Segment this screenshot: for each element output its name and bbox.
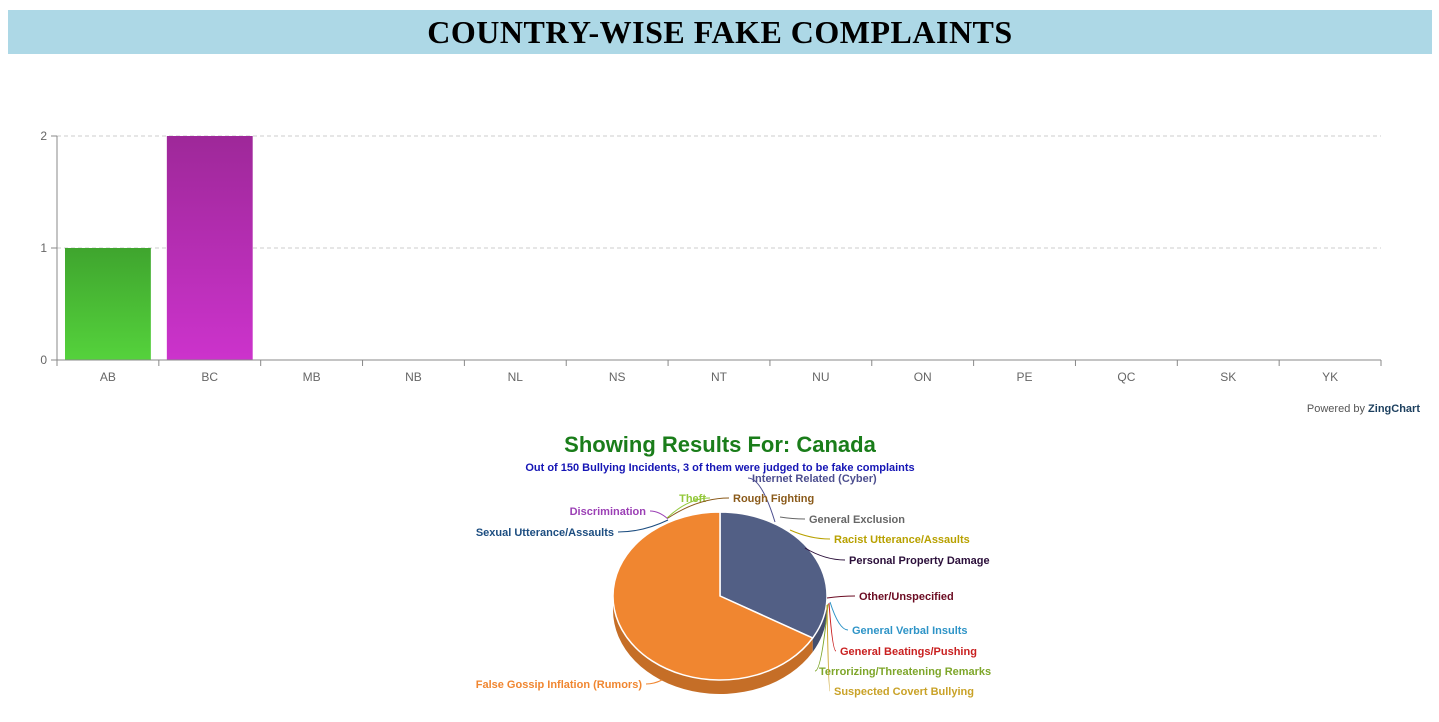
x-tick-label: NS (609, 370, 626, 384)
pie-label-general-verbal-insults: General Verbal Insults (852, 625, 968, 637)
pie-label-false-gossip-inflation-rumors: False Gossip Inflation (Rumors) (476, 679, 643, 691)
x-tick-label: QC (1117, 370, 1135, 384)
x-tick-label: NL (508, 370, 524, 384)
pie-connector (828, 602, 837, 652)
pie-connector (649, 510, 669, 520)
x-tick-label: SK (1220, 370, 1236, 384)
pie-label-personal-property-damage: Personal Property Damage (849, 555, 990, 567)
pie-connector (826, 595, 856, 599)
pie-label-other-unspecified: Other/Unspecified (859, 591, 954, 603)
x-tick-label: BC (201, 370, 218, 384)
credit-brand[interactable]: ZingChart (1368, 403, 1420, 415)
pie-side (812, 596, 827, 652)
pie-connector (667, 497, 730, 519)
y-tick-label: 0 (40, 353, 47, 367)
pie-label-terrorizing-threatening-remarks: Terrorizing/Threatening Remarks (819, 666, 991, 678)
credit-prefix: Powered by (1306, 403, 1365, 415)
pie-label-sexual-utterance-assaults: Sexual Utterance/Assaults (476, 527, 614, 539)
x-tick-label: ON (914, 370, 932, 384)
pie-label-general-beatings-pushing: General Beatings/Pushing (840, 646, 977, 658)
pie-connector (826, 604, 831, 692)
bar-chart: 0 1 2 AB BC MB NB NL NS NT NU ON PE QC SK YK (40, 129, 1382, 384)
x-tick-label: MB (303, 370, 321, 384)
pie-slice-personal-property-damage (719, 511, 828, 639)
x-tick-label: NT (711, 370, 728, 384)
pie-connector (747, 477, 776, 523)
bar-ab (65, 248, 151, 360)
pie-label-internet-related-cyber: Internet Related (Cyber) (752, 473, 877, 485)
pie-label-general-exclusion: General Exclusion (809, 514, 905, 526)
x-tick-label: AB (100, 370, 116, 384)
pie-slice-false-gossip-inflation-rumors (612, 511, 814, 681)
page-header: COUNTRY-WISE FAKE COMPLAINTS (8, 10, 1432, 54)
powered-by-credit[interactable]: Powered by ZingChart (1307, 403, 1420, 415)
x-tick-label: NU (812, 370, 829, 384)
pie-connector (645, 679, 663, 685)
page-title: COUNTRY-WISE FAKE COMPLAINTS (427, 13, 1013, 50)
pie-chart-title: Showing Results For: Canada (564, 432, 876, 457)
pie-connector (617, 519, 669, 533)
y-tick-label: 2 (40, 129, 47, 143)
pie-connector (789, 529, 831, 540)
pie-connector (829, 601, 849, 631)
x-tick-label: YK (1322, 370, 1338, 384)
bar-bc (166, 136, 253, 360)
pie-side (613, 596, 813, 694)
pie-connector (779, 516, 806, 520)
y-tick-label: 1 (40, 241, 47, 255)
x-tick-label: PE (1017, 370, 1033, 384)
pie-connector (814, 603, 829, 672)
x-tick-label: NB (405, 370, 422, 384)
pie-connector (804, 547, 846, 561)
pie-chart-subtitle: Out of 150 Bullying Incidents, 3 of them… (525, 462, 915, 474)
pie-label-rough-fighting: Rough Fighting (733, 493, 814, 505)
pie-label-suspected-covert-bullying: Suspected Covert Bullying (834, 686, 974, 698)
pie-connector (666, 497, 711, 519)
pie-label-theft: Theft (679, 493, 706, 505)
pie-label-discrimination: Discrimination (570, 506, 647, 518)
pie-label-racist-utterance-assaults: Racist Utterance/Assaults (834, 534, 970, 546)
